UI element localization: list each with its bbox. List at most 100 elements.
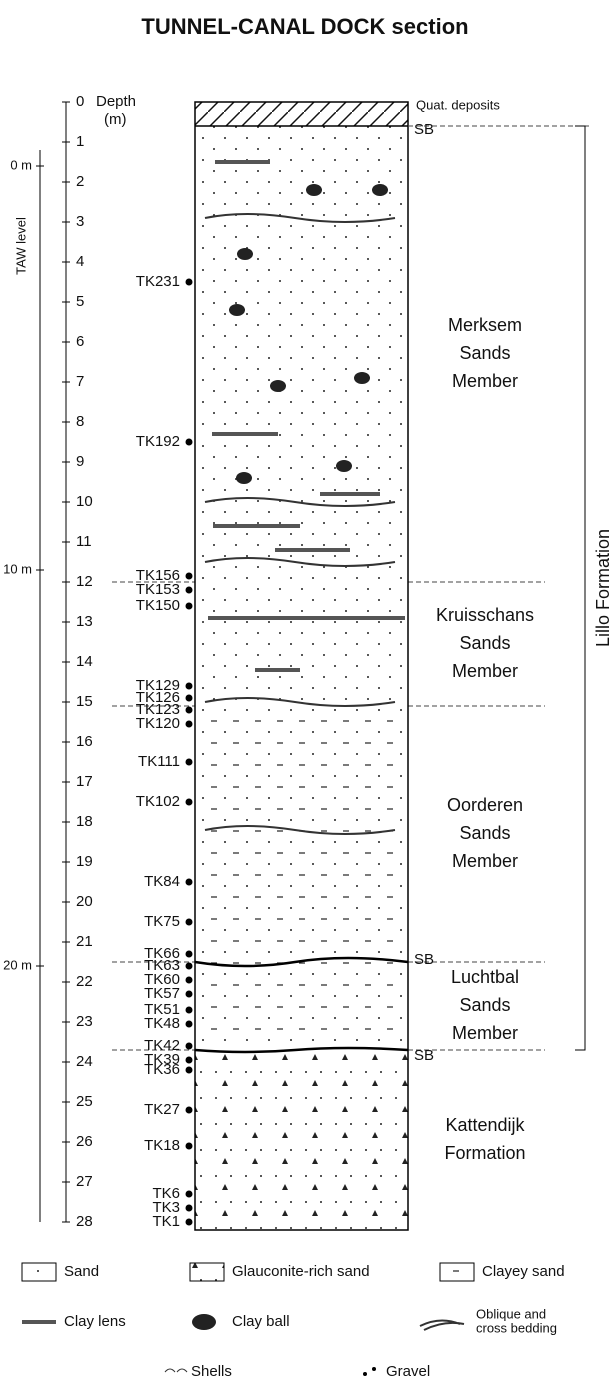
legend-label: Shells	[191, 1363, 232, 1380]
sample-dot	[186, 951, 193, 958]
legend-label: Clayey sand	[482, 1263, 565, 1280]
depth-tick-label: 21	[76, 933, 93, 950]
depth-tick-label: 2	[76, 173, 84, 190]
sample-dot	[186, 1143, 193, 1150]
legend-label: Gravel	[386, 1363, 430, 1380]
sample-dot	[186, 439, 193, 446]
clay-lens-symbol	[320, 492, 380, 496]
taw-tick-label: 0 m	[10, 157, 32, 172]
sample-label: TK84	[144, 873, 180, 890]
clay-ball-symbol	[237, 248, 253, 260]
depth-tick-label: 27	[76, 1173, 93, 1190]
legend-label: Sand	[64, 1263, 99, 1280]
unit-label: Member	[452, 1023, 518, 1043]
unit-label: Sands	[459, 633, 510, 653]
depth-tick-label: 0	[76, 93, 84, 110]
sample-dot	[186, 991, 193, 998]
sample-label: TK192	[136, 433, 180, 450]
title: TUNNEL-CANAL DOCK section	[141, 14, 468, 39]
depth-tick-label: 25	[76, 1093, 93, 1110]
sample-label: TK75	[144, 913, 180, 930]
depth-tick-label: 1	[76, 133, 84, 150]
unit-fill	[195, 582, 408, 706]
depth-tick-label: 9	[76, 453, 84, 470]
depth-tick-label: 8	[76, 413, 84, 430]
depth-tick-label: 3	[76, 213, 84, 230]
unit-label: Member	[452, 851, 518, 871]
clay-ball-symbol	[270, 380, 286, 392]
clay-lens-symbol	[213, 524, 300, 528]
sample-dot	[186, 683, 193, 690]
sample-dot	[186, 919, 193, 926]
sample-label: TK48	[144, 1015, 180, 1032]
unit-fill	[195, 962, 408, 1050]
clay-ball-symbol	[229, 304, 245, 316]
clay-ball-symbol	[236, 472, 252, 484]
sample-label: TK153	[136, 581, 180, 598]
clay-ball-symbol	[372, 184, 388, 196]
sample-dot	[186, 603, 193, 610]
legend-symbol	[192, 1314, 216, 1330]
formation-bracket	[575, 126, 585, 1050]
depth-tick-label: 24	[76, 1053, 93, 1070]
sample-dot	[186, 1021, 193, 1028]
sample-dot	[186, 977, 193, 984]
page: {"title": "TUNNEL-CANAL DOCK section", "…	[0, 0, 611, 1393]
sample-label: TK1	[152, 1213, 180, 1230]
sample-dot	[186, 1067, 193, 1074]
sample-dot	[186, 1107, 193, 1114]
sample-dot	[186, 573, 193, 580]
legend-symbol	[420, 1320, 464, 1330]
unit-label: Luchtbal	[451, 967, 519, 987]
depth-tick-label: 5	[76, 293, 84, 310]
depth-tick-label: 20	[76, 893, 93, 910]
legend-symbol	[22, 1320, 56, 1324]
sample-dot	[186, 695, 193, 702]
depth-tick-label: 15	[76, 693, 93, 710]
unit-label: Member	[452, 661, 518, 681]
formation-label: Lillo Formation	[593, 529, 611, 647]
taw-tick-label: 20 m	[3, 957, 32, 972]
clay-lens-symbol	[208, 616, 405, 620]
depth-tick-label: 17	[76, 773, 93, 790]
sample-dot	[186, 587, 193, 594]
clay-ball-symbol	[354, 372, 370, 384]
legend-label: cross bedding	[476, 1320, 557, 1335]
sample-dot	[186, 879, 193, 886]
legend-symbol	[440, 1263, 474, 1281]
sb-label: SB	[414, 1047, 434, 1064]
unit-fill	[195, 1050, 408, 1230]
sample-dot	[186, 1191, 193, 1198]
depth-tick-label: 14	[76, 653, 93, 670]
depth-tick-label: 12	[76, 573, 93, 590]
unit-label: Quat. deposits	[416, 97, 500, 112]
sample-dot	[186, 1057, 193, 1064]
section-figure: TUNNEL-CANAL DOCK section Quat. deposits…	[0, 0, 611, 1393]
unit-label: Oorderen	[447, 795, 523, 815]
depth-tick-label: 26	[76, 1133, 93, 1150]
unit-label: Merksem	[448, 315, 522, 335]
legend-label: Clay lens	[64, 1313, 126, 1330]
sample-label: TK150	[136, 597, 180, 614]
legend-symbol	[22, 1263, 56, 1281]
depth-tick-label: 16	[76, 733, 93, 750]
clay-lens-symbol	[255, 668, 300, 672]
legend-label: Oblique and	[476, 1306, 546, 1321]
sample-dot	[186, 1219, 193, 1226]
sample-dot	[186, 1205, 193, 1212]
sample-dot	[186, 759, 193, 766]
legend-symbol	[372, 1367, 376, 1371]
unit-label: Sands	[459, 823, 510, 843]
depth-axis-label: Depth	[96, 93, 136, 110]
sample-label: TK36	[144, 1061, 180, 1078]
sample-label: TK57	[144, 985, 180, 1002]
depth-tick-label: 10	[76, 493, 93, 510]
unit-fill	[195, 706, 408, 962]
sample-label: TK102	[136, 793, 180, 810]
depth-tick-label: 22	[76, 973, 93, 990]
unit-fill	[195, 102, 408, 126]
legend-symbol	[363, 1372, 367, 1376]
sample-dot	[186, 279, 193, 286]
sb-label: SB	[414, 121, 434, 138]
sample-dot	[186, 707, 193, 714]
